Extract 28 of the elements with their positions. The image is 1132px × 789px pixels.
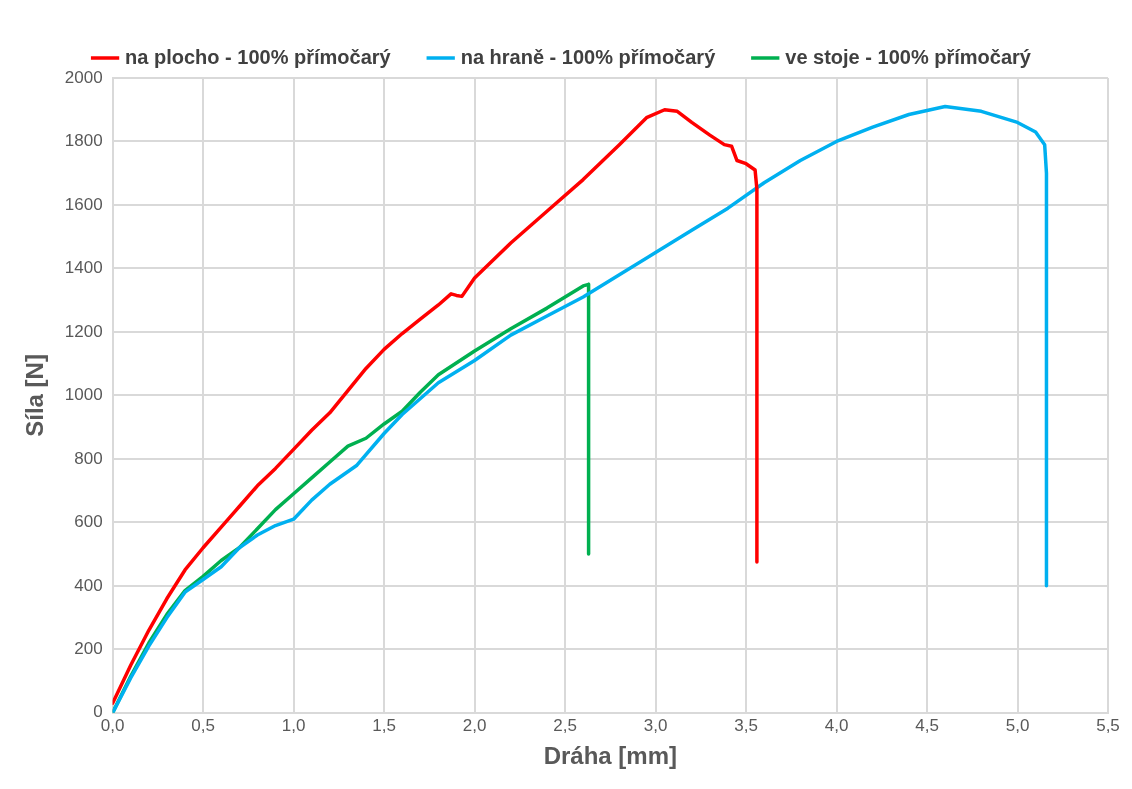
x-axis-title: Dráha [mm] <box>543 742 677 770</box>
y-axis-title: Síla [N] <box>21 354 49 437</box>
y-tick-label: 1000 <box>64 385 103 405</box>
legend-label: na hraně - 100% přímočarý <box>460 45 717 68</box>
x-tick-label: 2,5 <box>553 715 577 735</box>
y-tick-label: 1600 <box>64 194 103 214</box>
x-tick-label: 0,5 <box>191 715 215 735</box>
x-tick-label: 1,5 <box>372 715 396 735</box>
x-tick-label: 1,0 <box>281 715 306 735</box>
x-tick-label: 0,0 <box>100 715 125 735</box>
y-tick-label: 2000 <box>64 67 103 87</box>
y-tick-label: 200 <box>74 639 103 659</box>
legend-label: ve stoje - 100% přímočarý <box>785 45 1032 68</box>
x-tick-label: 4,5 <box>915 715 939 735</box>
y-tick-label: 600 <box>74 512 103 532</box>
x-tick-label: 5,5 <box>1096 715 1120 735</box>
y-tick-label: 0 <box>93 702 103 722</box>
x-tick-label: 3,5 <box>734 715 758 735</box>
y-tick-label: 1400 <box>64 258 103 278</box>
y-tick-label: 400 <box>74 575 103 595</box>
x-tick-label: 5,0 <box>1005 715 1030 735</box>
legend-label: na plocho - 100% přímočarý <box>125 45 392 68</box>
x-tick-label: 4,0 <box>824 715 849 735</box>
x-tick-label: 2,0 <box>462 715 487 735</box>
y-tick-label: 1200 <box>64 321 103 341</box>
y-tick-label: 1800 <box>64 131 103 151</box>
y-tick-label: 800 <box>74 448 103 468</box>
x-tick-label: 3,0 <box>643 715 668 735</box>
